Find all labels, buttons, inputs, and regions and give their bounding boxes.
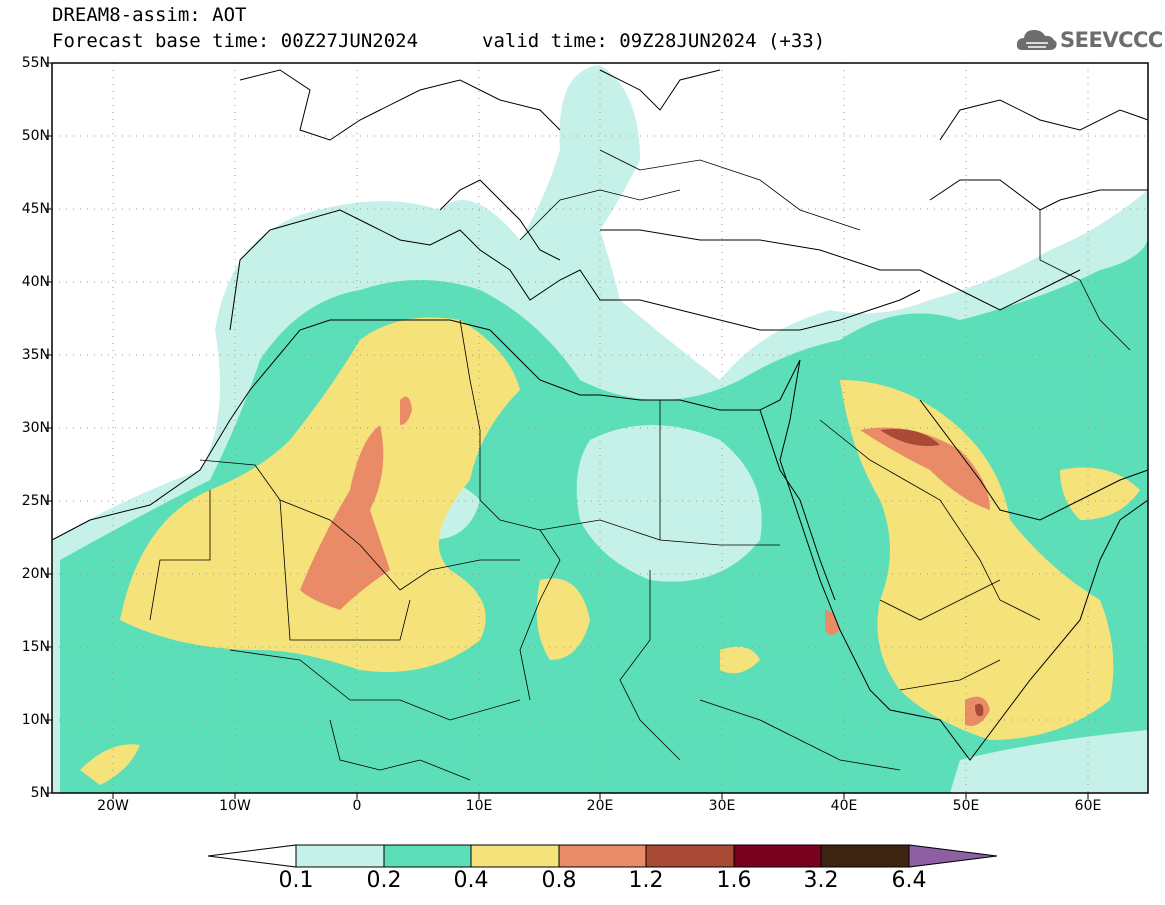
cloud-logo-icon bbox=[1016, 30, 1057, 50]
lat-label: 15N bbox=[21, 639, 50, 655]
map-title: DREAM8-assim: AOT bbox=[52, 4, 247, 26]
lon-label: 50E bbox=[952, 798, 980, 814]
lat-label: 25N bbox=[21, 493, 50, 509]
aot-contour-0.8 bbox=[300, 425, 390, 610]
aot-contour-0.4 bbox=[120, 317, 520, 672]
colorbar-label: 3.2 bbox=[803, 868, 839, 893]
logo-text: SEEVCCC bbox=[1060, 28, 1163, 52]
colorbar-swatch bbox=[470, 844, 560, 868]
lon-label: 10E bbox=[465, 798, 493, 814]
colorbar-label: 6.4 bbox=[891, 868, 927, 893]
colorbar-swatch bbox=[558, 844, 647, 868]
lon-label: 0 bbox=[352, 798, 362, 814]
coastlines bbox=[52, 69, 1148, 761]
lat-label: 30N bbox=[21, 420, 50, 436]
lat-label: 40N bbox=[21, 274, 50, 290]
colorbar-label: 0.4 bbox=[453, 868, 489, 893]
lon-label: 30E bbox=[708, 798, 736, 814]
aot-contour-0.1-hole bbox=[576, 425, 762, 582]
colorbar-swatch bbox=[820, 844, 910, 868]
colorbar-swatch bbox=[383, 844, 472, 868]
colorbar-swatch bbox=[733, 844, 822, 868]
valid-time: valid time: 09Z28JUN2024 (+33) bbox=[482, 30, 826, 52]
lon-label: 60E bbox=[1074, 798, 1102, 814]
colorbar-label: 0.1 bbox=[278, 868, 314, 893]
lon-label: 40E bbox=[830, 798, 858, 814]
map-gridlines bbox=[52, 63, 1148, 793]
country-borders bbox=[149, 149, 1131, 781]
lon-label: 10W bbox=[219, 798, 251, 814]
colorbar-label: 1.2 bbox=[628, 868, 664, 893]
lat-label: 5N bbox=[30, 785, 50, 801]
lon-label: 20W bbox=[97, 798, 129, 814]
lat-label: 55N bbox=[21, 55, 50, 71]
lat-label: 35N bbox=[21, 347, 50, 363]
lat-label: 45N bbox=[21, 201, 50, 217]
colorbar-label: 0.2 bbox=[366, 868, 402, 893]
lat-label: 20N bbox=[21, 566, 50, 582]
colorbar-low-arrow bbox=[207, 844, 297, 868]
colorbar-label: 1.6 bbox=[716, 868, 752, 893]
lon-label: 20E bbox=[586, 798, 614, 814]
colorbar-high-arrow bbox=[908, 844, 998, 868]
forecast-base-time: Forecast base time: 00Z27JUN2024 bbox=[52, 30, 419, 52]
lat-label: 50N bbox=[21, 128, 50, 144]
axis-ticks bbox=[45, 62, 1089, 799]
colorbar-swatch bbox=[295, 844, 385, 868]
colorbar-label: 0.8 bbox=[541, 868, 577, 893]
colorbar-swatch bbox=[645, 844, 735, 868]
colorbar bbox=[207, 844, 998, 868]
lat-label: 10N bbox=[21, 712, 50, 728]
